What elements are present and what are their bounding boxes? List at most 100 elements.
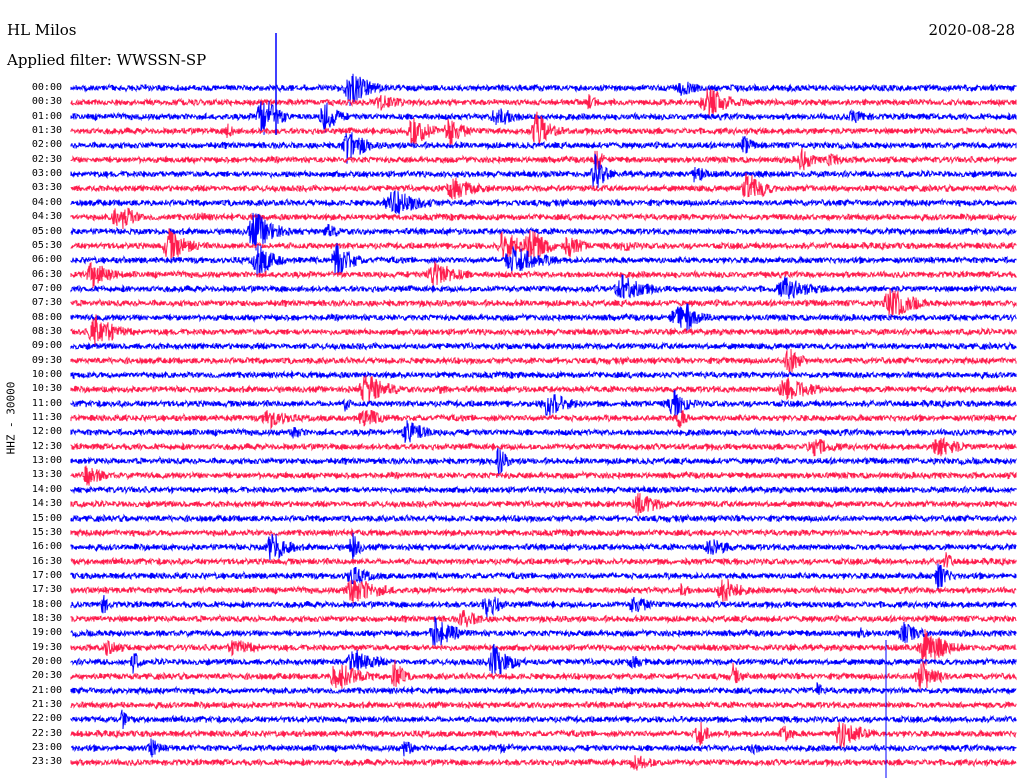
- time-tick-label: 17:30: [31, 584, 62, 596]
- time-tick-label: 14:00: [31, 483, 62, 495]
- time-tick-label: 13:30: [31, 469, 62, 481]
- time-tick-label: 12:00: [31, 426, 62, 438]
- time-tick-label: 05:30: [31, 239, 62, 251]
- trace-row: [70, 212, 1017, 251]
- trace-row: [70, 659, 1017, 691]
- trace-row: [70, 447, 1017, 477]
- time-tick-label: 03:30: [31, 182, 62, 194]
- trace-row: [70, 629, 1017, 666]
- trace-row: [70, 348, 1017, 374]
- time-tick-label: 18:00: [31, 598, 62, 610]
- station-name: HL Milos: [7, 21, 77, 39]
- trace-row: [70, 513, 1017, 524]
- time-tick-label: 21:00: [31, 684, 62, 696]
- time-tick-label: 16:30: [31, 555, 62, 567]
- time-tick-label: 09:30: [31, 354, 62, 366]
- trace-row: [70, 700, 1017, 710]
- trace-row: [70, 341, 1017, 352]
- time-tick-label: 20:30: [31, 670, 62, 682]
- time-tick-label: 15:30: [31, 526, 62, 538]
- time-tick-label: 10:00: [31, 369, 62, 380]
- time-tick-label: 22:00: [31, 713, 62, 725]
- trace-row: [70, 111, 1017, 147]
- trace-row: [70, 132, 1017, 164]
- trace-row: [70, 493, 1017, 516]
- time-tick-label: 23:30: [31, 756, 62, 768]
- time-tick-label: 10:30: [31, 383, 62, 395]
- trace-row: [70, 465, 1017, 486]
- time-tick-label: 01:00: [31, 110, 62, 122]
- time-tick-label: 04:00: [31, 196, 62, 208]
- trace-row: [70, 172, 1017, 201]
- time-tick-label: 01:30: [31, 125, 62, 137]
- time-tick-label: 06:00: [31, 254, 62, 266]
- filter-label: Applied filter: WWSSN-SP: [7, 51, 207, 69]
- time-tick-label: 04:30: [31, 211, 62, 223]
- trace-row: [70, 288, 1017, 318]
- time-tick-label: 07:30: [31, 297, 62, 309]
- time-tick-label: 15:00: [31, 512, 62, 524]
- trace-row: [70, 228, 1017, 261]
- time-tick-label: 16:00: [31, 541, 62, 553]
- trace-row: [70, 595, 1017, 619]
- trace-row: [70, 100, 1017, 135]
- trace-row: [70, 709, 1017, 730]
- trace-row: [70, 532, 1017, 562]
- trace-row: [70, 190, 1017, 215]
- time-tick-label: 00:30: [31, 96, 62, 108]
- trace-row: [70, 261, 1017, 289]
- trace-row: [70, 563, 1017, 591]
- trace-row: [70, 420, 1017, 443]
- recording-date: 2020-08-28: [928, 21, 1015, 39]
- trace-row: [70, 578, 1017, 604]
- trace-row: [70, 484, 1017, 495]
- time-tick-label: 17:00: [31, 569, 62, 581]
- time-tick-label: 06:30: [31, 268, 62, 280]
- trace-row: [70, 738, 1017, 758]
- trace-row: [70, 207, 1017, 230]
- trace-row: [70, 436, 1017, 457]
- trace-row: [70, 274, 1017, 300]
- trace-row: [70, 755, 1017, 771]
- trace-row: [70, 682, 1017, 696]
- time-tick-label: 02:00: [31, 139, 62, 151]
- time-tick-label: 19:00: [31, 627, 62, 639]
- trace-row: [70, 616, 1017, 648]
- trace-row: [70, 552, 1017, 568]
- time-tick-label: 22:30: [31, 727, 62, 739]
- time-tick-label: 13:00: [31, 455, 62, 467]
- trace-row: [70, 303, 1017, 332]
- time-tick-label: 03:00: [31, 168, 62, 180]
- time-tick-label: 08:00: [31, 311, 62, 323]
- time-tick-label: 05:00: [31, 225, 62, 237]
- time-tick-label: 19:30: [31, 641, 62, 653]
- time-tick-label: 12:30: [31, 440, 62, 452]
- trace-row: [70, 609, 1017, 628]
- time-tick-label: 11:30: [31, 412, 62, 424]
- time-tick-label: 14:30: [31, 498, 62, 510]
- trace-row: [70, 409, 1017, 430]
- trace-row: [70, 389, 1017, 417]
- trace-row: [70, 88, 1017, 118]
- trace-row: [70, 643, 1017, 678]
- time-tick-label: 02:30: [31, 153, 62, 165]
- time-tick-label: 21:30: [31, 699, 62, 711]
- trace-row: [70, 153, 1017, 188]
- time-tick-label: 23:00: [31, 742, 62, 754]
- time-tick-label: 20:00: [31, 656, 62, 667]
- trace-row: [70, 148, 1017, 171]
- trace-row: [70, 527, 1017, 538]
- trace-row: [70, 721, 1017, 748]
- trace-row: [70, 73, 1017, 107]
- time-tick-label: 08:30: [31, 325, 62, 337]
- trace-row: [70, 369, 1017, 380]
- time-tick-label: 11:00: [31, 397, 62, 409]
- trace-row: [70, 242, 1017, 276]
- trace-row: [70, 375, 1017, 404]
- trace-row: [70, 314, 1017, 346]
- time-tick-label: 09:00: [31, 340, 62, 352]
- time-tick-label: 18:30: [31, 612, 62, 624]
- time-tick-label: 07:00: [31, 282, 62, 294]
- time-tick-label: 00:00: [31, 82, 62, 93]
